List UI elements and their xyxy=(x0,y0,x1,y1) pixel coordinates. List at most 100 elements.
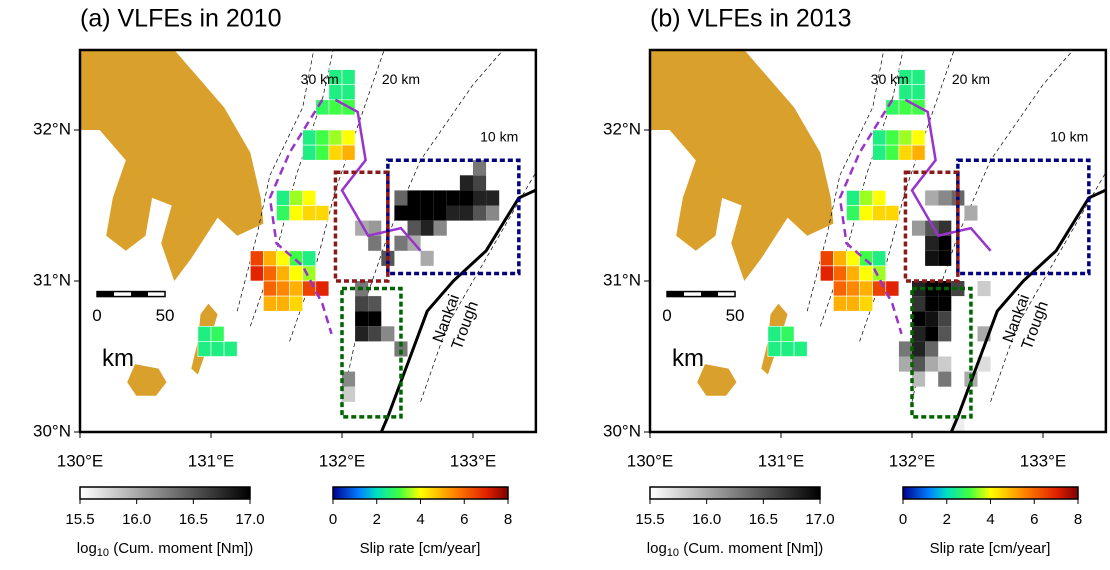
slip-cell xyxy=(197,325,212,342)
slip-cell xyxy=(302,265,317,282)
scale-label: 0 xyxy=(662,306,671,325)
moment-cell xyxy=(938,235,952,251)
slip-cell xyxy=(276,205,290,221)
moment-cell xyxy=(964,205,978,221)
moment-cell xyxy=(368,311,382,327)
region-box xyxy=(340,286,403,419)
tremor-line xyxy=(334,98,422,252)
slip-cell xyxy=(885,144,900,161)
colorbar xyxy=(332,486,509,500)
slip-cell xyxy=(885,205,900,221)
slip-cell xyxy=(302,190,317,206)
slip-cell xyxy=(885,129,900,146)
colorbar-tick-label: 8 xyxy=(504,511,512,528)
land xyxy=(650,50,834,281)
slip-cell xyxy=(341,84,356,101)
slip-cell xyxy=(315,280,330,297)
moment-cell xyxy=(342,371,356,387)
colorbar-tick-label: 17.0 xyxy=(235,511,264,528)
x-tick-label: 133°E xyxy=(1020,451,1067,470)
moment-cell xyxy=(394,235,408,251)
slip-cell xyxy=(315,144,330,161)
slip-cell xyxy=(911,69,926,85)
moment-cell xyxy=(459,175,473,191)
slip-cell xyxy=(250,265,264,282)
moment-cell xyxy=(912,311,926,327)
scale-bar-segment xyxy=(97,291,115,297)
slip-cell xyxy=(872,250,887,267)
region-box xyxy=(333,170,390,283)
slip-cell xyxy=(859,280,873,297)
x-tick-label: 132°E xyxy=(319,451,366,470)
y-tick-label: 31°N xyxy=(603,270,641,289)
moment-cell xyxy=(459,190,473,206)
scale-unit: km xyxy=(102,345,134,372)
scale-bar-segment xyxy=(667,291,685,297)
trough-line xyxy=(379,188,535,432)
depth-label: 20 km xyxy=(382,71,420,87)
moment-cell xyxy=(368,235,382,251)
moment-cell xyxy=(433,190,447,206)
slip-cell xyxy=(793,341,808,357)
slip-cell xyxy=(780,325,795,342)
y-tick-label: 32°N xyxy=(603,119,641,138)
colorbar-label: log10 (Cum. moment [Nm]) xyxy=(77,540,253,559)
colorbar-tick-label: 0 xyxy=(329,511,337,528)
moment-cell xyxy=(912,281,926,297)
moment-cell xyxy=(925,356,939,372)
colorbar xyxy=(79,486,251,500)
slip-cell xyxy=(263,250,277,267)
colorbar-tick-label: 4 xyxy=(986,511,994,528)
label-subscript: 10 xyxy=(97,547,109,559)
moment-cell xyxy=(925,341,939,357)
slip-cell xyxy=(898,144,913,161)
moment-cell xyxy=(938,250,952,266)
colorbar-tick-label: 2 xyxy=(373,511,381,528)
slip-cell xyxy=(846,190,860,206)
colorbar-tick-label: 6 xyxy=(460,511,468,528)
slip-cell xyxy=(859,265,873,282)
colorbar xyxy=(649,486,821,500)
depth-label: 10 km xyxy=(1050,128,1088,144)
moment-cell xyxy=(938,311,952,327)
moment-cell xyxy=(912,371,926,387)
slip-cell xyxy=(898,84,913,101)
x-tick-label: 133°E xyxy=(450,451,497,470)
colorbar-tick-label: 16.0 xyxy=(692,511,721,528)
moment-cell xyxy=(912,326,926,342)
moment-cell xyxy=(938,356,952,372)
colorbar-tick-label: 8 xyxy=(1074,511,1082,528)
label-part: log xyxy=(77,540,97,557)
moment-cell xyxy=(898,341,912,357)
slip-cell xyxy=(911,144,926,161)
slip-cell xyxy=(276,265,290,282)
slip-cell xyxy=(819,265,834,282)
moment-cell xyxy=(473,205,487,221)
slip-cell xyxy=(315,129,330,146)
moment-cell xyxy=(898,356,912,372)
y-tick-label: 32°N xyxy=(33,119,71,138)
colorbar-tick-label: 15.5 xyxy=(65,511,94,528)
moment-cell xyxy=(381,326,395,342)
scale-unit: km xyxy=(672,345,704,372)
slip-cell xyxy=(223,341,238,357)
slip-cell xyxy=(197,341,212,357)
depth-label: 30 km xyxy=(301,71,339,87)
y-tick-label: 30°N xyxy=(33,421,71,440)
slip-cell xyxy=(263,265,277,282)
moment-cell xyxy=(433,220,447,236)
moment-cell xyxy=(912,220,926,236)
moment-cell xyxy=(938,371,952,387)
moment-cell xyxy=(473,160,487,176)
moment-cell xyxy=(407,220,421,236)
island xyxy=(127,364,167,396)
slip-cell xyxy=(846,295,860,312)
slip-cell xyxy=(859,295,873,312)
slip-cell xyxy=(846,280,860,297)
depth-contour xyxy=(819,50,904,327)
moment-cell xyxy=(355,296,369,312)
slip-cell xyxy=(341,129,356,146)
